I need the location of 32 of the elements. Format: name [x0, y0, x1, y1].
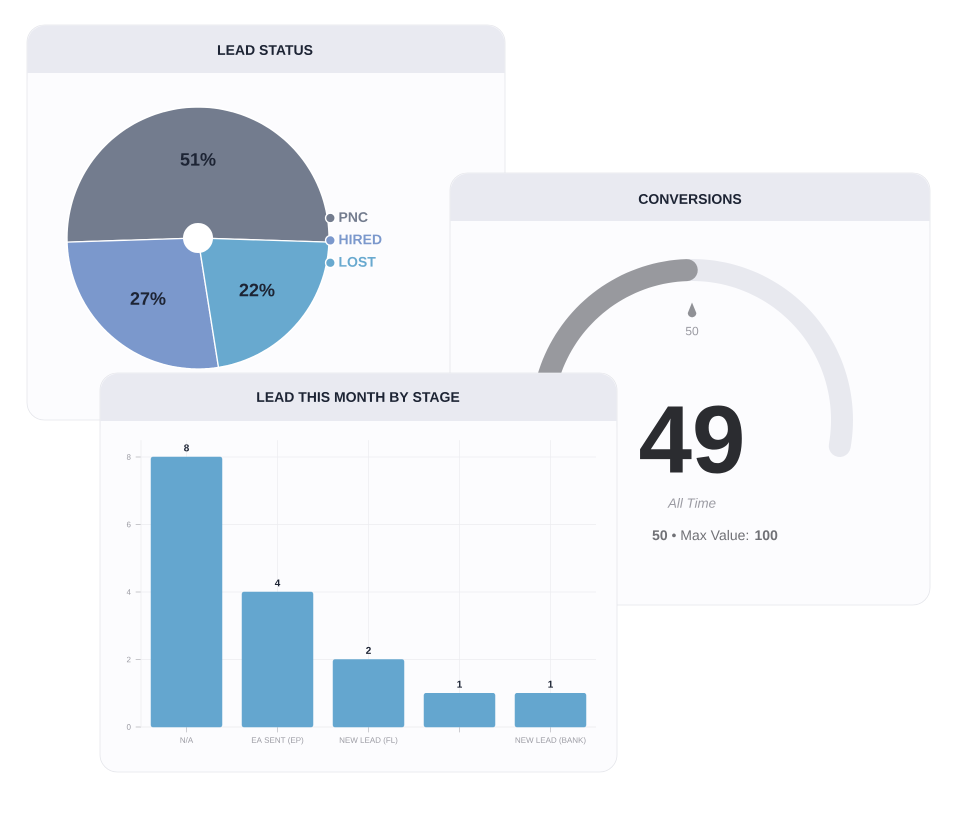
bar — [150, 456, 222, 728]
chart-title: LEAD THIS MONTH BY STAGE — [257, 392, 460, 402]
bar — [332, 659, 404, 728]
y-tick-label: 4 — [126, 589, 131, 595]
chart-title: LEAD STATUS — [218, 45, 312, 55]
legend-label: LOST — [339, 256, 376, 267]
bar — [514, 692, 586, 728]
text: 50 — [686, 326, 698, 336]
x-tick-label: EA SENT (EP) — [252, 737, 304, 744]
x-tick-label: NEW LEAD (FL) — [340, 737, 398, 744]
x-tick-label: N/A — [180, 737, 194, 743]
data-label: 4 — [274, 580, 280, 586]
data-label: 51% — [180, 153, 216, 166]
text: 50 • Max Value: 100 — [652, 530, 778, 540]
bar — [424, 692, 496, 728]
data-label: 1 — [457, 680, 462, 688]
chart-title: CONVERSIONS — [638, 194, 742, 204]
y-tick-label: 6 — [126, 522, 131, 528]
x-tick-label: NEW LEAD (BANK) — [516, 737, 586, 744]
y-tick-label: 8 — [126, 454, 131, 460]
legend-label: HIRED — [339, 234, 382, 244]
data-label: 27% — [130, 292, 166, 305]
legend-label: PNC — [339, 212, 368, 222]
data-label: 22% — [240, 284, 274, 296]
text: 49 — [640, 406, 742, 474]
data-label: 1 — [548, 680, 554, 688]
bar — [242, 592, 314, 728]
text: All Time — [667, 498, 716, 508]
data-label: 8 — [184, 444, 189, 452]
y-tick-label: 0 — [126, 724, 131, 730]
data-label: 2 — [366, 646, 371, 654]
y-tick-label: 2 — [126, 656, 131, 662]
